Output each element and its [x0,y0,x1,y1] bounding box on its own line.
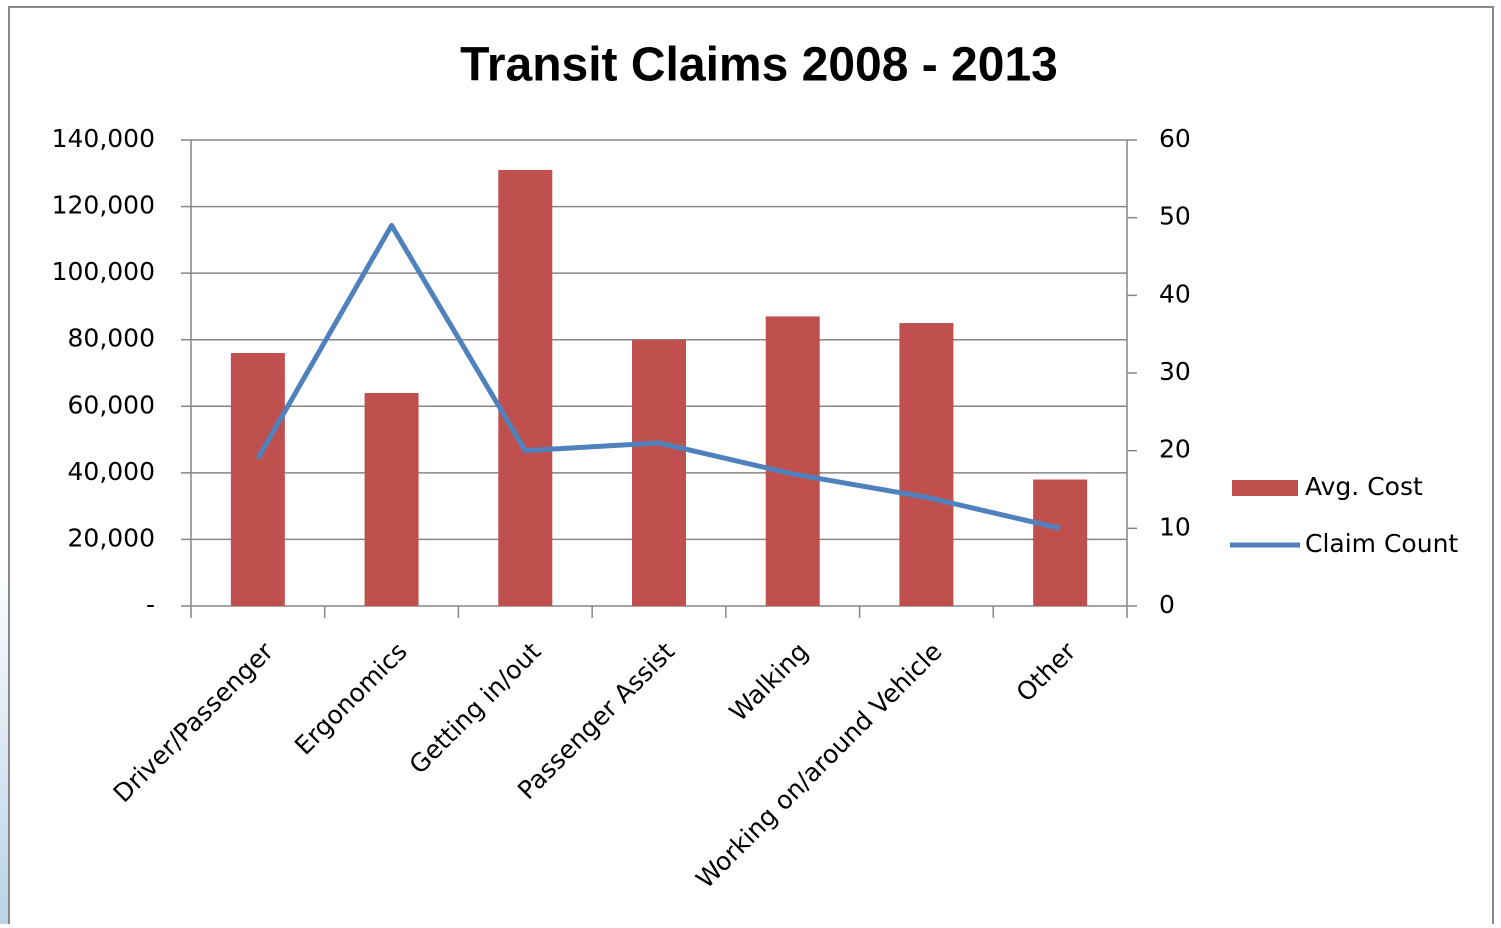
y-tick-label: 60,000 [68,390,155,419]
frame-edge [0,0,10,924]
chart-title: Transit Claims 2008 - 2013 [460,39,1058,92]
y-tick-label: 120,000 [52,191,155,220]
y2-tick-label: 40 [1159,279,1191,308]
legend-label: Claim Count [1305,529,1458,558]
bar [632,339,686,606]
y2-tick-label: 10 [1159,512,1191,541]
y-tick-label: 80,000 [68,324,155,353]
bar [498,169,553,606]
y2-tick-label: 20 [1159,435,1191,464]
bar [765,316,820,606]
bar [899,323,954,606]
legend-label: Avg. Cost [1305,472,1423,501]
y-tick-label: 100,000 [52,257,155,286]
bar [230,353,285,606]
line [255,222,1061,531]
y-tick-label: 40,000 [68,457,155,486]
bar [1033,479,1088,606]
y-tick-label: 140,000 [52,124,155,153]
y2-tick-label: 0 [1159,590,1175,619]
y-tick-label: 20,000 [68,523,155,552]
legend-swatch [1232,480,1298,496]
y2-tick-label: 30 [1159,357,1191,386]
y2-tick-label: 50 [1159,202,1191,231]
y2-tick-label: 60 [1159,124,1191,153]
y-tick-label: - [146,590,155,619]
bar [364,392,419,606]
